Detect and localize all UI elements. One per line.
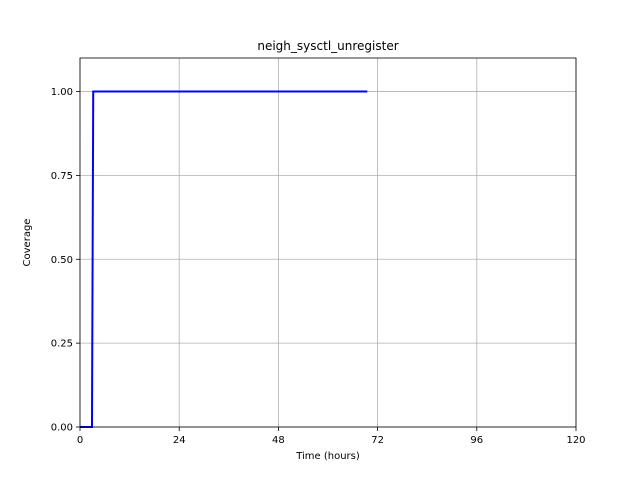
y-axis-label: Coverage <box>22 219 33 267</box>
plot-frame <box>79 57 577 428</box>
x-axis-label: Time (hours) <box>295 451 360 462</box>
y-axis-ticks: 0.00 0.25 0.50 0.75 1.00 <box>51 87 80 434</box>
x-tick-label: 120 <box>566 435 585 446</box>
y-tick-label: 0.25 <box>51 339 73 350</box>
x-axis-ticks: 0 24 48 72 96 120 <box>77 427 586 446</box>
x-tick-label: 24 <box>173 435 186 446</box>
y-tick-label: 0.50 <box>51 255 73 266</box>
y-tick-label: 0.75 <box>51 171 73 182</box>
y-tick-label: 1.00 <box>51 87 73 98</box>
chart-title: neigh_sysctl_unregister <box>257 39 398 53</box>
x-tick-label: 0 <box>77 435 83 446</box>
y-tick-label: 0.00 <box>51 423 73 434</box>
x-tick-label: 72 <box>371 435 384 446</box>
x-tick-label: 48 <box>272 435 285 446</box>
x-tick-label: 96 <box>470 435 483 446</box>
